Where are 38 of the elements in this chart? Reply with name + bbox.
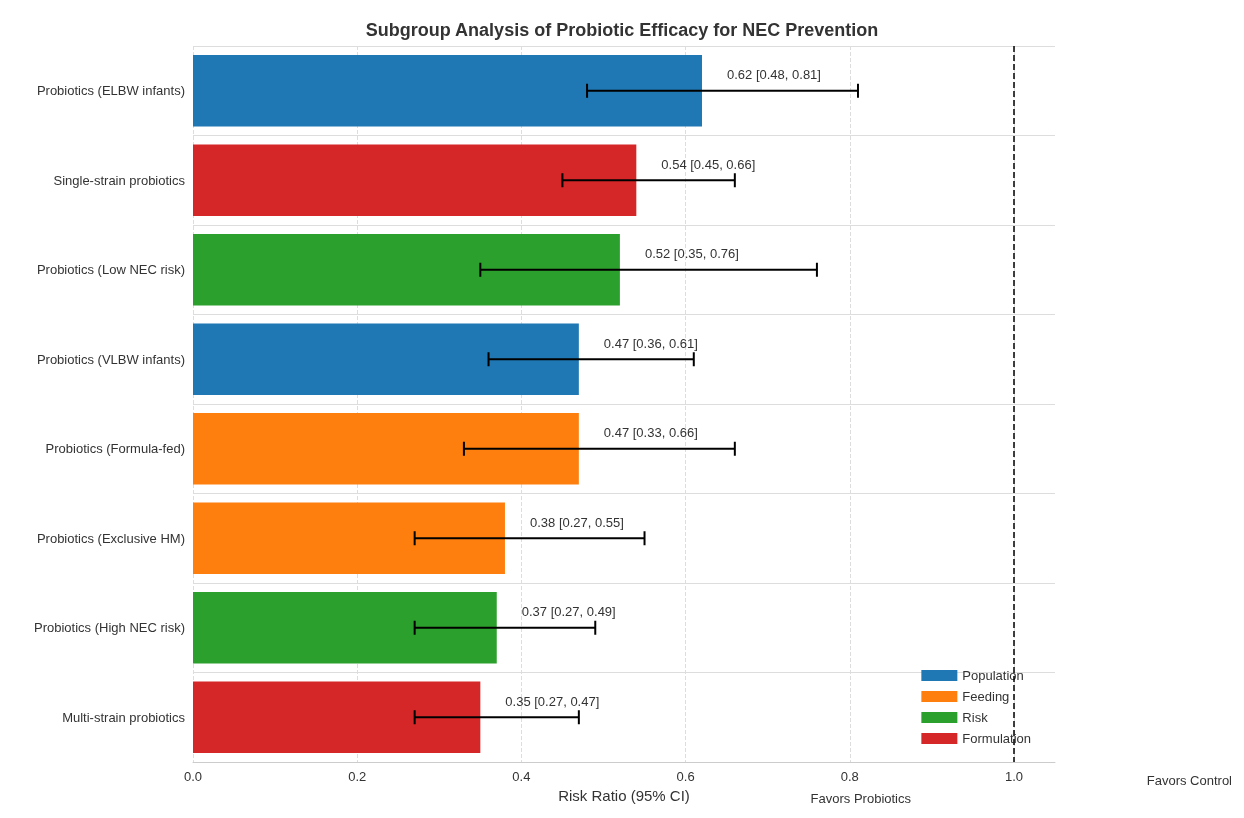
x-tick-label: 0.6	[676, 769, 695, 784]
legend-label: Population	[962, 668, 1024, 683]
y-tick-label: Probiotics (Exclusive HM)	[36, 530, 185, 546]
legend-label: Risk	[962, 710, 989, 725]
data-label: 0.62 [0.48, 0.81]	[726, 67, 821, 83]
x-tick-label: 0.0	[183, 769, 203, 784]
y-tick-label: Single-strain probiotics	[53, 172, 186, 188]
x-tick-label: 0.2	[348, 769, 367, 784]
y-tick-label: Probiotics (Low NEC risk)	[36, 262, 185, 278]
chart-title: Subgroup Analysis of Probiotic Efficacy for NEC Prevention	[365, 20, 879, 40]
bar	[193, 54, 702, 127]
bar	[193, 144, 637, 217]
bar	[193, 323, 579, 396]
data-label: 0.35 [0.27, 0.47]	[505, 693, 600, 709]
y-tick-label: Probiotics (VLBW infants)	[36, 351, 185, 367]
data-label: 0.38 [0.27, 0.55]	[529, 514, 624, 530]
bar	[193, 412, 579, 485]
text: Favors Control	[1146, 773, 1233, 788]
data-label: 0.52 [0.35, 0.76]	[644, 246, 739, 262]
y-tick-label: Probiotics (ELBW infants)	[36, 83, 185, 99]
data-label: 0.54 [0.45, 0.66]	[661, 156, 756, 172]
text: Favors Probiotics	[810, 791, 912, 806]
bar	[193, 502, 505, 575]
bar	[193, 681, 481, 754]
x-tick-label: 1.0	[1004, 769, 1023, 784]
bar	[193, 233, 620, 306]
y-tick-label: Multi-strain probiotics	[62, 709, 186, 725]
data-label: 0.47 [0.33, 0.66]	[603, 425, 698, 441]
x-tick-label: 0.4	[512, 769, 531, 784]
data-label: 0.47 [0.36, 0.61]	[603, 335, 698, 351]
bar	[193, 591, 497, 664]
legend-label: Formulation	[962, 731, 1031, 746]
x-tick-label: 0.8	[840, 769, 859, 784]
data-label: 0.37 [0.27, 0.49]	[521, 604, 616, 620]
x-axis-title: Risk Ratio (95% CI)	[558, 787, 690, 804]
y-tick-label: Probiotics (Formula-fed)	[45, 441, 185, 457]
legend-label: Feeding	[962, 689, 1010, 704]
y-tick-label: Probiotics (High NEC risk)	[34, 620, 185, 636]
